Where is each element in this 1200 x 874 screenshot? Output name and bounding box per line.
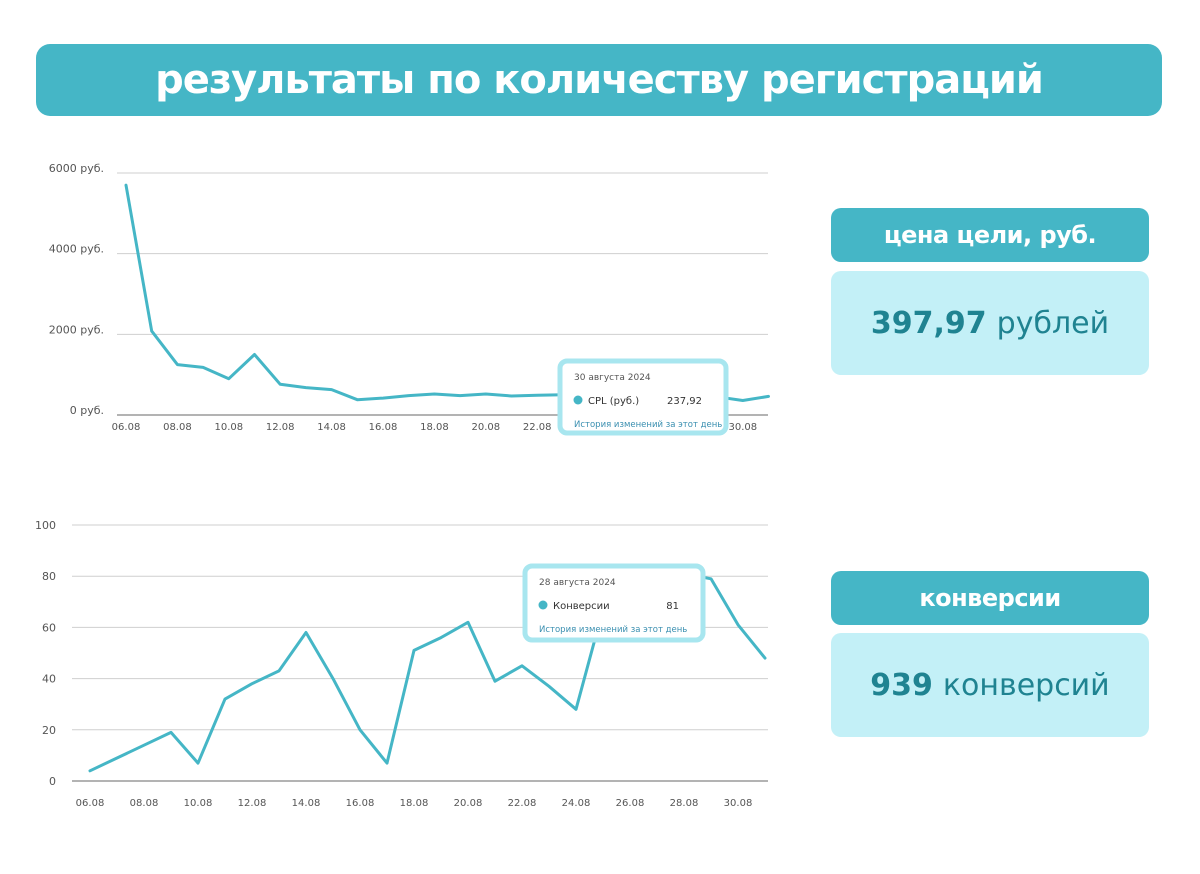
x-tick-label: 20.08 — [471, 422, 500, 433]
x-tick-label: 08.08 — [163, 422, 192, 433]
x-tick-label: 28.08 — [670, 798, 699, 809]
conversions-panel: 939 конверсий — [831, 633, 1149, 737]
conversions-value: 939 — [870, 667, 933, 703]
cpl-chart: 0 руб. 2000 руб. 4000 руб. 6000 руб. 06.08 0… — [49, 162, 770, 436]
x-tick-label: 16.08 — [369, 422, 398, 433]
title-banner: результаты по количеству регистраций — [36, 44, 1162, 116]
page-title: результаты по количеству регистраций — [155, 57, 1044, 103]
y-tick-label: 4000 руб. — [49, 243, 104, 256]
conversions-chart: 0 20 40 60 80 100 06.08 08.08 10.08 12.08 14.08 16… — [35, 519, 768, 809]
x-tick-label: 06.08 — [76, 798, 105, 809]
y-tick-label: 60 — [42, 621, 56, 634]
tooltip-history-link[interactable]: История изменений за этот день — [574, 420, 722, 430]
x-tick-label: 14.08 — [317, 422, 346, 433]
cpl-unit: рублей — [996, 305, 1110, 341]
x-tick-label: 24.08 — [562, 798, 591, 809]
cpl-value: 397,97 — [870, 305, 987, 341]
x-tick-label: 12.08 — [238, 798, 267, 809]
cpl-panel-header: цена цели, руб. — [831, 208, 1149, 262]
tooltip-history-link[interactable]: История изменений за этот день — [539, 625, 687, 635]
x-tick-label: 22.08 — [523, 422, 552, 433]
conversions-tooltip: 28 августа 2024 Конверсии 81 История измене… — [522, 563, 706, 643]
tooltip-value: 237,92 — [667, 396, 702, 407]
y-tick-label: 2000 руб. — [49, 323, 104, 336]
y-tick-label: 100 — [35, 519, 56, 532]
tooltip-marker — [538, 600, 548, 610]
y-tick-label: 0 — [49, 775, 56, 788]
y-tick-label: 6000 руб. — [49, 162, 104, 175]
x-tick-label: 30.08 — [728, 422, 757, 433]
tooltip-series-label: CPL (руб.) — [588, 396, 639, 407]
x-tick-label: 16.08 — [346, 798, 375, 809]
tooltip-series-label: Конверсии — [553, 601, 610, 612]
y-tick-label: 80 — [42, 570, 56, 583]
tooltip-date: 30 августа 2024 — [574, 373, 651, 383]
x-tick-label: 20.08 — [454, 798, 483, 809]
x-tick-label: 06.08 — [112, 422, 141, 433]
x-tick-label: 30.08 — [724, 798, 753, 809]
tooltip-value: 81 — [666, 601, 679, 612]
y-tick-label: 20 — [42, 724, 56, 737]
x-tick-label: 14.08 — [292, 798, 321, 809]
x-tick-label: 26.08 — [616, 798, 645, 809]
conversions-panel-header: конверсии — [831, 571, 1149, 625]
x-tick-label: 08.08 — [130, 798, 159, 809]
cpl-tooltip: 30 августа 2024 CPL (руб.) 237,92 История и… — [557, 358, 729, 436]
x-tick-label: 10.08 — [214, 422, 243, 433]
y-tick-label: 0 руб. — [70, 404, 104, 417]
x-tick-label: 18.08 — [400, 798, 429, 809]
tooltip-box — [522, 563, 706, 643]
tooltip-box — [557, 358, 729, 436]
cpl-panel: 397,97 рублей — [831, 271, 1149, 375]
conversions-unit: конверсий — [942, 667, 1110, 703]
y-tick-label: 40 — [42, 673, 56, 686]
tooltip-date: 28 августа 2024 — [539, 578, 616, 588]
x-tick-label: 18.08 — [420, 422, 449, 433]
x-tick-label: 12.08 — [266, 422, 295, 433]
tooltip-marker — [573, 395, 583, 405]
x-tick-label: 10.08 — [184, 798, 213, 809]
x-tick-label: 22.08 — [508, 798, 537, 809]
